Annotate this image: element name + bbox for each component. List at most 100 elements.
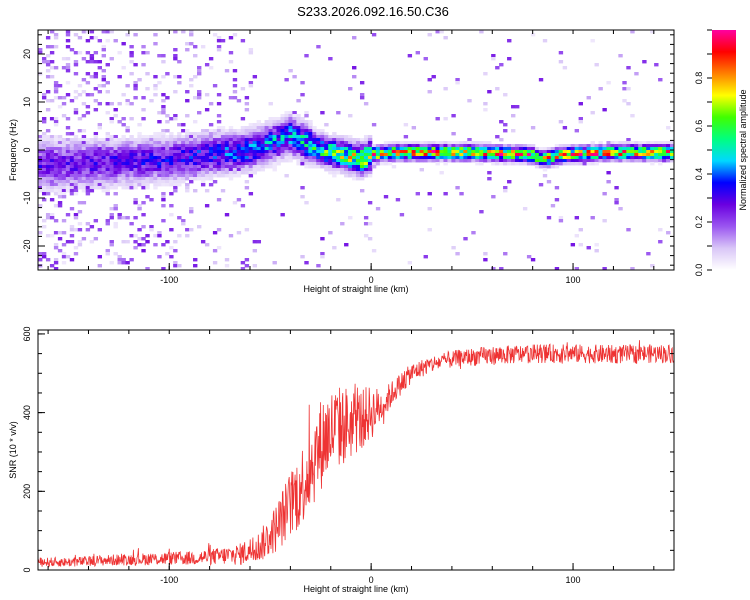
- spectrogram-cell: [515, 156, 520, 160]
- spectrogram-cell: [53, 90, 59, 94]
- spectrogram-cell: [602, 153, 607, 157]
- spectrogram-cell: [467, 147, 472, 151]
- spectrogram-cell: [594, 150, 599, 154]
- spectrogram-cell: [316, 45, 321, 49]
- spectrogram-cell: [185, 168, 190, 172]
- spectrogram-cell: [570, 150, 576, 154]
- spectrogram-cell: [260, 147, 265, 151]
- spectrogram-cell: [419, 168, 424, 172]
- spectrogram-cell: [113, 162, 118, 166]
- spectrogram-cell: [491, 162, 496, 166]
- spectrogram-cell: [173, 144, 178, 148]
- spectrogram-cell: [65, 153, 71, 157]
- spectrogram-cell: [53, 174, 59, 178]
- spectrogram-cell: [69, 156, 75, 160]
- spectrogram-cell: [85, 51, 91, 55]
- spectrogram-cell: [618, 144, 623, 148]
- spectrogram-cell: [268, 120, 273, 124]
- spectrogram-cell: [109, 135, 114, 139]
- spectrogram-cell: [81, 141, 87, 145]
- spectrogram-cell: [153, 234, 158, 238]
- spectrogram-cell: [89, 141, 95, 145]
- spectrogram-cell: [77, 159, 83, 163]
- spectrogram-cell: [272, 159, 277, 163]
- spectrogram-cell: [125, 156, 130, 160]
- spectrogram-cell: [332, 168, 337, 172]
- spectrogram-cell: [578, 159, 583, 163]
- spectrogram-cell: [177, 141, 182, 145]
- spectrogram-cell: [69, 144, 75, 148]
- spectrogram-cell: [204, 189, 210, 193]
- spectrogram-cell: [105, 219, 110, 223]
- spectrogram-cell: [292, 75, 297, 79]
- spectrogram-cell: [81, 90, 87, 94]
- spectrogram-cell: [483, 102, 488, 106]
- spectrogram-cell: [53, 33, 59, 37]
- spectrogram-cell: [427, 141, 432, 145]
- snr-y-tick-label: 600: [22, 326, 32, 341]
- spectrogram-cell: [411, 141, 417, 145]
- spectrogram-cell: [550, 153, 556, 157]
- spectrogram-cell: [586, 96, 591, 100]
- spectrogram-cell: [451, 159, 456, 163]
- spectrogram-cell: [503, 123, 508, 127]
- spectrogram-cell: [53, 267, 59, 270]
- spectrogram-cell: [670, 159, 674, 163]
- spectrogram-cell: [208, 57, 214, 61]
- spectrogram-cell: [268, 156, 273, 160]
- spectrogram-cell: [308, 153, 313, 157]
- spectrogram-cell: [427, 228, 432, 232]
- spectrogram-cell: [316, 153, 321, 157]
- spectrogram-cell: [69, 258, 75, 262]
- spectrogram-cell: [316, 132, 321, 136]
- spectrogram-cell: [630, 159, 635, 163]
- spectrogram-cell: [578, 228, 583, 232]
- spectrogram-cell: [57, 204, 63, 208]
- spectrogram-cell: [212, 231, 218, 235]
- spectrogram-cell: [248, 147, 254, 151]
- spectrogram-cell: [113, 159, 118, 163]
- spectrogram-cell: [161, 168, 166, 172]
- spectrogram-cell: [141, 45, 146, 49]
- spectrogram-cell: [320, 150, 325, 154]
- spectrogram-cell: [530, 258, 536, 262]
- spectrogram-cell: [300, 255, 305, 259]
- spectrogram-cell: [105, 180, 110, 184]
- spectrogram-cell: [101, 144, 106, 148]
- spectrogram-cell: [483, 252, 488, 256]
- spectrogram-cell: [49, 156, 55, 160]
- spectrogram-cell: [212, 249, 218, 253]
- spectrogram-cell: [260, 168, 265, 172]
- spectrogram-cell: [65, 39, 71, 43]
- spectrogram-cell: [232, 90, 238, 94]
- spectrogram-cell: [173, 147, 178, 151]
- spectrogram-cell: [232, 129, 238, 133]
- spectrogram-x-tick-label: 0: [369, 275, 374, 285]
- spectrogram-cell: [554, 144, 560, 148]
- spectrogram-cell: [45, 129, 51, 133]
- spectrogram-cell: [324, 144, 329, 148]
- spectrogram-cell: [507, 159, 512, 163]
- spectrogram-cell: [200, 138, 206, 142]
- spectrogram-cell: [77, 138, 83, 142]
- spectrogram-cell: [475, 141, 480, 145]
- spectrogram-cell: [248, 129, 254, 133]
- spectrogram-cell: [276, 129, 281, 133]
- spectrogram-cell: [228, 234, 234, 238]
- spectrogram-cell: [224, 264, 230, 268]
- spectrogram-cell: [363, 216, 369, 220]
- spectrogram-cell: [602, 108, 607, 112]
- spectrogram-cell: [41, 57, 47, 61]
- spectrogram-cell: [455, 252, 460, 256]
- spectrogram-cell: [260, 159, 265, 163]
- spectrogram-cell: [97, 186, 103, 190]
- spectrogram-cell: [77, 150, 83, 154]
- spectrogram-cell: [503, 93, 508, 97]
- colorbar-label-text: Normalized spectral amplitude: [738, 89, 748, 210]
- spectrogram-cell: [204, 165, 210, 169]
- spectrogram-cell: [212, 261, 218, 265]
- spectrogram-cell: [435, 150, 440, 154]
- spectrogram-cell: [169, 192, 174, 196]
- spectrogram-cell: [363, 150, 369, 154]
- spectrogram-cell: [356, 171, 361, 175]
